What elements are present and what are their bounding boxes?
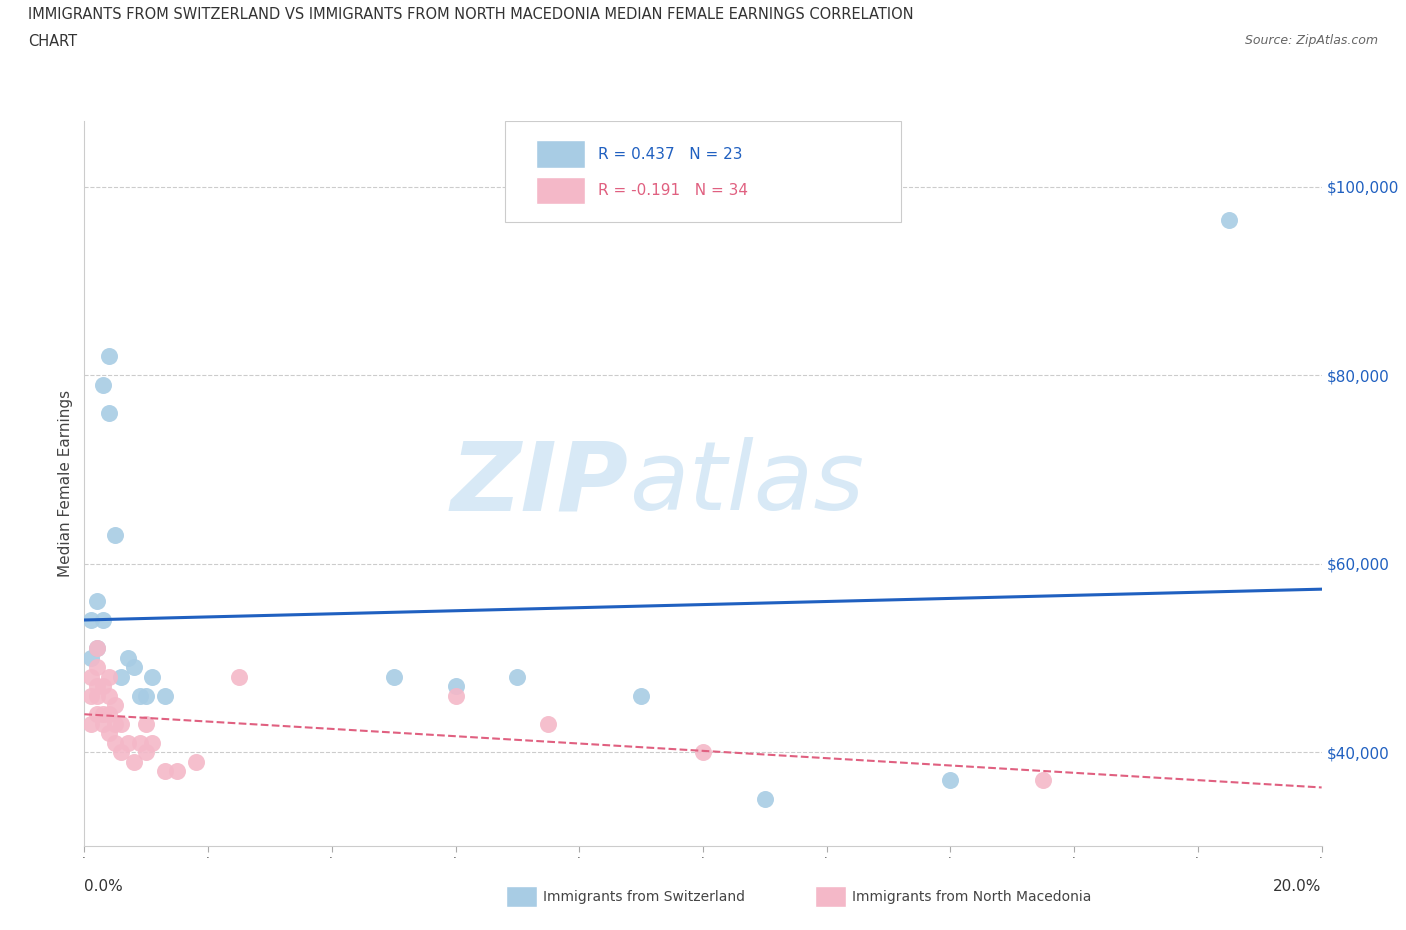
FancyBboxPatch shape	[505, 121, 901, 222]
Point	[135, 688, 157, 703]
Point	[153, 688, 176, 703]
Point	[91, 716, 114, 731]
Point	[79, 688, 101, 703]
Point	[692, 745, 714, 760]
Point	[79, 613, 101, 628]
Point	[630, 688, 652, 703]
Text: Immigrants from Switzerland: Immigrants from Switzerland	[543, 889, 745, 904]
Point	[79, 650, 101, 665]
Point	[110, 716, 132, 731]
Point	[537, 716, 560, 731]
Point	[86, 707, 108, 722]
Point	[98, 349, 121, 364]
Point	[86, 594, 108, 609]
FancyBboxPatch shape	[536, 140, 585, 168]
Point	[86, 688, 108, 703]
Point	[104, 716, 127, 731]
Point	[104, 528, 127, 543]
Point	[166, 764, 188, 778]
Point	[98, 670, 121, 684]
Point	[135, 716, 157, 731]
Point	[754, 791, 776, 806]
Text: 20.0%: 20.0%	[1274, 879, 1322, 895]
Point	[98, 405, 121, 420]
Point	[86, 679, 108, 694]
Point	[444, 679, 467, 694]
Point	[98, 688, 121, 703]
Point	[184, 754, 207, 769]
Point	[79, 670, 101, 684]
Point	[141, 670, 163, 684]
Point	[98, 725, 121, 740]
Point	[91, 707, 114, 722]
Point	[86, 641, 108, 656]
Point	[91, 679, 114, 694]
Point	[129, 688, 152, 703]
Text: Source: ZipAtlas.com: Source: ZipAtlas.com	[1244, 34, 1378, 47]
Point	[135, 745, 157, 760]
Text: atlas: atlas	[628, 437, 863, 530]
Point	[117, 736, 139, 751]
Point	[91, 378, 114, 392]
Text: R = 0.437   N = 23: R = 0.437 N = 23	[598, 147, 742, 162]
Text: 0.0%: 0.0%	[84, 879, 124, 895]
Text: IMMIGRANTS FROM SWITZERLAND VS IMMIGRANTS FROM NORTH MACEDONIA MEDIAN FEMALE EAR: IMMIGRANTS FROM SWITZERLAND VS IMMIGRANT…	[28, 7, 914, 22]
Point	[110, 745, 132, 760]
Text: ZIP: ZIP	[451, 437, 628, 530]
Point	[228, 670, 250, 684]
Point	[122, 660, 145, 675]
Point	[153, 764, 176, 778]
Point	[939, 773, 962, 788]
Text: CHART: CHART	[28, 34, 77, 49]
Point	[122, 754, 145, 769]
Point	[1032, 773, 1054, 788]
Point	[110, 670, 132, 684]
Point	[79, 716, 101, 731]
Point	[86, 641, 108, 656]
Point	[506, 670, 529, 684]
Point	[104, 736, 127, 751]
Point	[91, 613, 114, 628]
Point	[382, 670, 405, 684]
Point	[444, 688, 467, 703]
Y-axis label: Median Female Earnings: Median Female Earnings	[58, 390, 73, 578]
Point	[86, 660, 108, 675]
Point	[1218, 212, 1240, 227]
Point	[129, 736, 152, 751]
Point	[141, 736, 163, 751]
Text: R = -0.191   N = 34: R = -0.191 N = 34	[598, 183, 748, 198]
Point	[98, 707, 121, 722]
Text: Immigrants from North Macedonia: Immigrants from North Macedonia	[852, 889, 1091, 904]
FancyBboxPatch shape	[536, 177, 585, 205]
Point	[104, 698, 127, 712]
Point	[117, 650, 139, 665]
